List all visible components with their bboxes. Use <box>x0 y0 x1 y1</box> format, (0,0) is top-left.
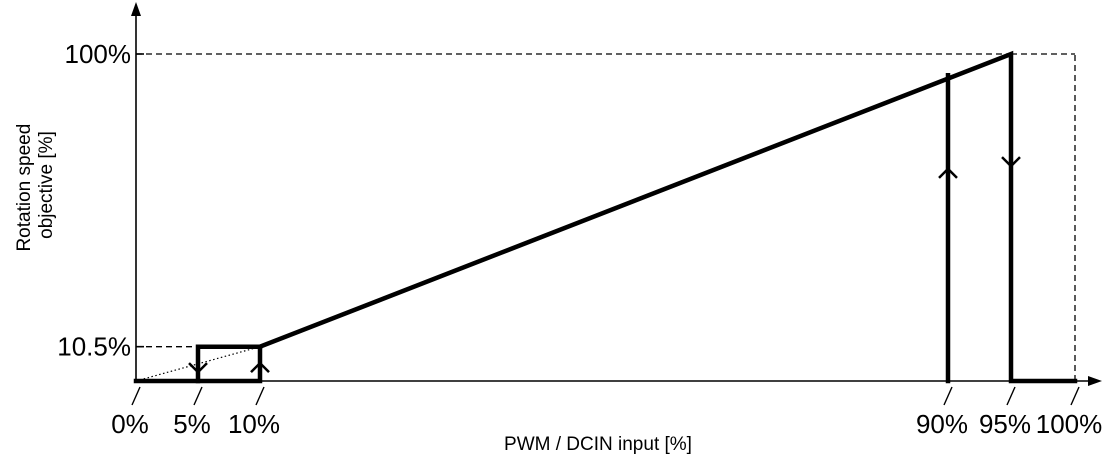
series-lines <box>133 50 1078 384</box>
x-tick-label-3: 90% <box>916 409 968 439</box>
x-tick-label-5: 100% <box>1036 409 1103 439</box>
x-tick-label-2: 10% <box>228 409 280 439</box>
tick-labels: 0% 5% 10% 90% 95% 100%10.5%100% <box>57 39 1102 439</box>
direction-arrow-down-3 <box>1001 156 1021 168</box>
axes <box>131 2 1102 406</box>
y-axis-label-line-1: Rotation speed <box>14 124 35 252</box>
x-tick-mark-1 <box>193 386 203 406</box>
series-line-3 <box>135 346 261 382</box>
x-tick-label-0: 0% <box>111 409 149 439</box>
y-axis-arrowhead <box>131 2 141 16</box>
x-tick-mark-0 <box>131 386 141 406</box>
x-tick-mark-3 <box>943 386 953 406</box>
series-line-0 <box>133 50 1078 384</box>
x-tick-mark-4 <box>1006 386 1016 406</box>
x-axis-label: PWM / DCIN input [%] <box>504 434 692 455</box>
y-tick-label-0: 10.5% <box>57 332 131 362</box>
series-line-1 <box>195 344 263 384</box>
direction-arrow-up-2 <box>938 167 958 179</box>
x-axis-arrowhead <box>1088 376 1102 386</box>
x-tick-mark-2 <box>255 386 265 406</box>
y-axis-label-line-2: objective [%] <box>36 131 57 239</box>
x-tick-label-1: 5% <box>173 409 211 439</box>
direction-arrow-down-0 <box>188 362 208 374</box>
x-tick-label-4: 95% <box>979 409 1031 439</box>
direction-arrow-up-1 <box>250 361 270 373</box>
reference-lines <box>136 53 1076 381</box>
x-tick-mark-5 <box>1070 386 1080 406</box>
direction-arrows <box>188 156 1021 374</box>
y-axis-label: Rotation speed objective [%] <box>14 118 57 251</box>
y-tick-label-1: 100% <box>65 39 132 69</box>
